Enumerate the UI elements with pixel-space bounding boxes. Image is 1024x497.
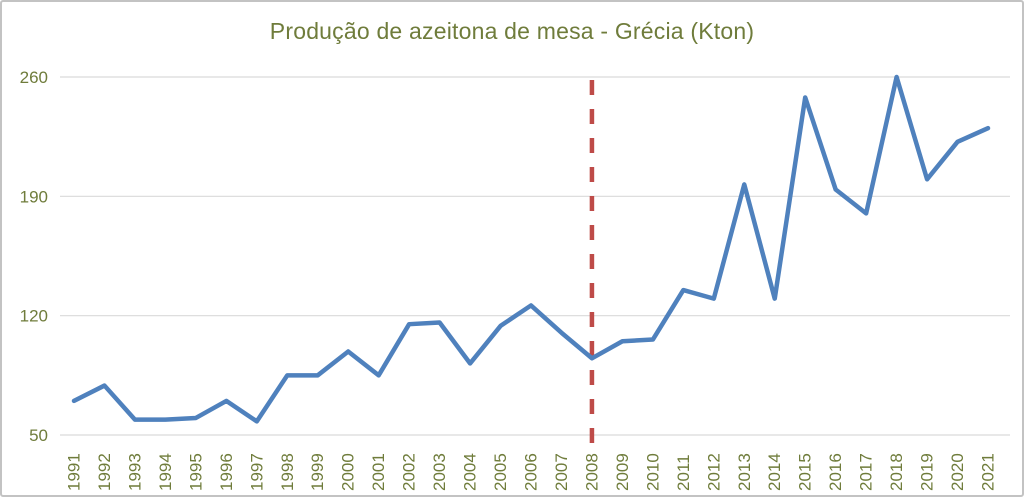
- x-axis-label-1995: 1995: [186, 453, 205, 491]
- x-axis-label-2006: 2006: [522, 453, 541, 491]
- x-axis-label-2001: 2001: [369, 453, 388, 491]
- y-axis-label-190: 190: [20, 187, 48, 206]
- x-axis-label-1996: 1996: [217, 453, 236, 491]
- x-axis-label-2017: 2017: [857, 453, 876, 491]
- x-axis-label-2015: 2015: [796, 453, 815, 491]
- chart-title: Produção de azeitona de mesa - Grécia (K…: [269, 18, 755, 44]
- x-axis-label-1999: 1999: [308, 453, 327, 491]
- x-axis-label-1997: 1997: [247, 453, 266, 491]
- x-axis-label-2021: 2021: [979, 453, 998, 491]
- y-axis-label-260: 260: [20, 68, 48, 87]
- x-axis-label-2014: 2014: [765, 453, 784, 491]
- x-axis-label-2005: 2005: [491, 453, 510, 491]
- x-axis-label-1994: 1994: [156, 453, 175, 491]
- x-axis-label-2007: 2007: [552, 453, 571, 491]
- x-axis-label-2019: 2019: [918, 453, 937, 491]
- x-axis-label-2000: 2000: [339, 453, 358, 491]
- x-axis-label-2018: 2018: [887, 453, 906, 491]
- x-axis-label-2012: 2012: [704, 453, 723, 491]
- x-axis-label-2009: 2009: [613, 453, 632, 491]
- x-axis-label-2020: 2020: [948, 453, 967, 491]
- series-line-production: [71, 74, 991, 424]
- x-axis-label-2004: 2004: [461, 453, 480, 491]
- x-axis-label-2002: 2002: [400, 453, 419, 491]
- x-axis-label-2008: 2008: [582, 453, 601, 491]
- x-axis-label-2011: 2011: [674, 454, 693, 491]
- x-axis-label-2013: 2013: [735, 453, 754, 491]
- x-axis-label-2016: 2016: [826, 453, 845, 491]
- x-axis-label-1998: 1998: [278, 453, 297, 491]
- y-axis-label-120: 120: [20, 307, 48, 326]
- y-axis-label-50: 50: [29, 426, 48, 445]
- x-axis-label-1992: 1992: [95, 453, 114, 491]
- x-axis-label-2010: 2010: [643, 453, 662, 491]
- x-axis-label-1991: 1991: [65, 453, 84, 491]
- x-axis-label-1993: 1993: [125, 453, 144, 491]
- x-axis-label-2003: 2003: [430, 453, 449, 491]
